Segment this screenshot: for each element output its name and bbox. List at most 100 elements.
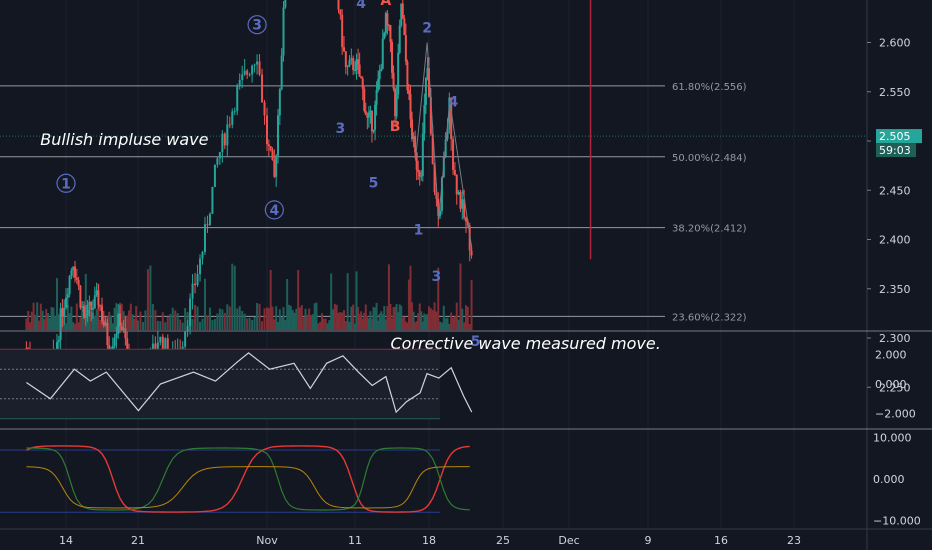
volume-bar xyxy=(99,319,102,330)
volume-bar xyxy=(203,278,206,330)
volume-bar xyxy=(431,309,434,330)
volume-bar xyxy=(108,311,111,330)
volume-bar xyxy=(110,315,112,330)
volume-bar xyxy=(95,309,98,330)
candle-body xyxy=(452,139,455,170)
countdown-box xyxy=(876,143,916,158)
volume-bar xyxy=(360,311,363,330)
volume-bar xyxy=(194,304,197,330)
candle-body xyxy=(431,133,434,165)
volume-bar xyxy=(324,318,327,330)
candle-body xyxy=(383,32,386,39)
volume-bar xyxy=(79,317,82,330)
volume-bar xyxy=(253,316,256,330)
candle-body xyxy=(404,35,407,62)
volume-bar xyxy=(226,304,229,330)
volume-bar xyxy=(381,313,384,330)
time-tick-label: 21 xyxy=(131,534,145,547)
candle-body xyxy=(377,79,380,90)
volume-bar xyxy=(414,322,417,330)
volume-bar xyxy=(403,316,406,330)
time-axis[interactable]: 14 21 Nov 11 18 25 Dec 9 16 23 xyxy=(59,534,801,547)
volume-bar xyxy=(420,311,423,330)
volume-bar xyxy=(45,309,48,330)
wave-label: A xyxy=(380,0,391,9)
volume-bar xyxy=(321,313,323,330)
candle-body xyxy=(92,308,94,310)
volume-bar xyxy=(135,306,138,330)
volume-bar xyxy=(364,304,367,330)
candle-body xyxy=(201,251,204,259)
volume-bar xyxy=(149,265,152,330)
osc1-tick-label: 2.000 xyxy=(875,348,907,361)
volume-bar xyxy=(146,269,149,330)
candle-body xyxy=(68,275,71,295)
volume-bar xyxy=(401,318,404,330)
candle-body xyxy=(433,164,436,193)
candle-body xyxy=(194,283,197,286)
volume-bar xyxy=(199,321,202,330)
volume-bar xyxy=(74,323,76,330)
volume-bar xyxy=(383,305,386,330)
candle-body xyxy=(101,306,103,321)
volume-bar xyxy=(367,318,370,330)
candle-body xyxy=(74,266,76,278)
candle-body xyxy=(248,74,251,76)
volume-bar xyxy=(341,312,344,330)
candle-body xyxy=(57,340,60,343)
volume-bar xyxy=(34,314,37,330)
volume-bar xyxy=(267,308,270,330)
volume-bar xyxy=(161,312,164,330)
candle-body xyxy=(421,133,424,176)
candle-body xyxy=(226,124,229,146)
volume-bar xyxy=(128,310,130,330)
volume-bar xyxy=(412,311,415,330)
time-tick-label: Dec xyxy=(558,534,579,547)
countdown-label: 59:03 xyxy=(879,144,911,157)
volume-bar xyxy=(277,321,279,330)
volume-bar xyxy=(407,279,410,330)
volume-bar xyxy=(38,320,40,330)
fibonacci-levels: 113.00%(2.868)100.00%(2.789)78.60%(2.658… xyxy=(0,82,747,323)
volume-bar xyxy=(133,318,136,330)
volume-bar xyxy=(43,319,46,330)
wave-label: 5 xyxy=(369,175,379,191)
volume-bar xyxy=(375,302,378,330)
volume-bar xyxy=(27,311,30,330)
volume-bar xyxy=(306,314,309,330)
volume-bar xyxy=(129,303,132,330)
candle-body xyxy=(409,93,412,120)
current-price-box xyxy=(876,129,922,144)
candle-body xyxy=(370,110,373,132)
wave-label: 4 xyxy=(449,95,459,111)
candle-body xyxy=(261,74,264,103)
candle-body xyxy=(354,70,356,72)
volume-bar xyxy=(361,318,364,330)
candle-body xyxy=(218,152,221,159)
volume-bar xyxy=(278,309,281,330)
candle-body xyxy=(423,104,426,134)
volume-bar xyxy=(156,320,159,330)
volume-bar xyxy=(151,303,154,330)
volume-bar xyxy=(47,313,49,330)
candle-body xyxy=(266,115,268,145)
volume-bar xyxy=(282,307,285,330)
candle-body xyxy=(400,3,403,26)
candle-body xyxy=(75,277,78,280)
candle-body xyxy=(246,70,249,75)
volume-bar xyxy=(322,318,325,330)
volume-bar xyxy=(137,320,139,330)
volume-bar xyxy=(284,320,287,330)
volume-bar xyxy=(391,318,393,330)
candle-body xyxy=(343,47,345,52)
osc2-tick-label: −10.000 xyxy=(873,515,921,528)
volume-bar xyxy=(470,279,473,330)
volume-bar xyxy=(397,312,400,330)
volume-bar xyxy=(332,309,334,330)
volume-bar xyxy=(84,273,87,330)
volume-bar xyxy=(275,306,278,330)
candle-body xyxy=(124,328,127,339)
candle-body xyxy=(238,80,241,87)
